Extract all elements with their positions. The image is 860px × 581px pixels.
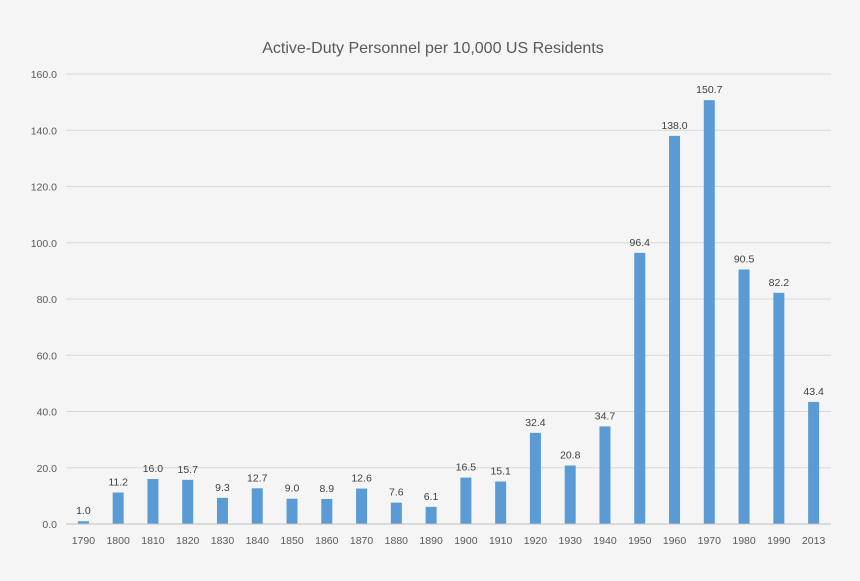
bar-1830	[216, 497, 228, 524]
y-tick-label: 80.0	[37, 294, 58, 306]
bar-1920	[529, 432, 541, 524]
bar-1850	[286, 498, 298, 524]
x-tick-label: 1810	[141, 535, 165, 547]
x-tick-label: 1800	[106, 535, 130, 547]
x-tick-label: 1790	[72, 535, 96, 547]
x-tick-label: 1940	[593, 535, 617, 547]
data-label: 34.7	[595, 410, 616, 422]
bar-1990	[773, 292, 785, 524]
x-tick-label: 1950	[628, 535, 652, 547]
bar-1880	[390, 502, 402, 524]
bar-1970	[703, 100, 715, 524]
x-tick-label: 1820	[176, 535, 200, 547]
data-label: 90.5	[734, 253, 755, 265]
bar-1900	[460, 477, 472, 524]
data-label: 8.9	[319, 483, 334, 495]
data-label: 15.7	[177, 464, 198, 476]
gridlines	[66, 73, 831, 469]
bar-2013	[808, 401, 820, 524]
bar-1860	[321, 498, 333, 524]
bars	[77, 100, 820, 524]
y-tick-label: 100.0	[31, 238, 57, 250]
data-label: 16.0	[143, 463, 164, 475]
bar-1960	[669, 135, 681, 524]
y-tick-label: 160.0	[31, 69, 57, 81]
data-label: 7.6	[389, 487, 404, 499]
x-tick-label: 1970	[698, 535, 722, 547]
data-label: 15.1	[490, 466, 511, 478]
x-tick-label: 1980	[732, 535, 756, 547]
data-label: 138.0	[661, 120, 687, 132]
y-tick-label: 20.0	[37, 463, 58, 475]
bar-1810	[147, 479, 159, 524]
y-tick-label: 120.0	[31, 182, 57, 194]
bar-1940	[599, 426, 611, 524]
data-label: 43.4	[803, 386, 824, 398]
chart-title: Active-Duty Personnel per 10,000 US Resi…	[262, 40, 604, 57]
data-label: 9.3	[215, 482, 230, 494]
data-label: 16.5	[456, 462, 477, 474]
x-tick-label: 1920	[524, 535, 548, 547]
x-tick-label: 1860	[315, 535, 339, 547]
data-label: 9.0	[285, 483, 300, 495]
bar-1870	[356, 488, 368, 524]
x-tick-label: 1930	[559, 535, 583, 547]
data-label: 32.4	[525, 417, 546, 429]
bar-1890	[425, 506, 437, 524]
data-label: 96.4	[630, 237, 651, 249]
data-label: 12.7	[247, 472, 268, 484]
bar-1790	[77, 521, 89, 524]
data-label: 82.2	[769, 277, 790, 289]
data-label: 11.2	[108, 477, 128, 489]
x-tick-label: 1880	[385, 535, 409, 547]
bar-1950	[634, 252, 646, 524]
y-tick-label: 40.0	[37, 407, 58, 419]
bar-1800	[112, 492, 124, 524]
x-tick-label: 1870	[350, 535, 374, 547]
x-tick-label: 1910	[489, 535, 513, 547]
bar-1910	[495, 481, 507, 524]
data-label: 20.8	[560, 450, 581, 462]
y-tick-label: 0.0	[42, 519, 57, 531]
y-axis-ticks: 0.0 20.0 40.0 60.0 80.0 100.0 120.0 140.0 160.0	[31, 69, 57, 531]
x-tick-label: 1990	[767, 535, 791, 547]
data-label: 150.7	[696, 84, 722, 96]
bar-1840	[251, 488, 263, 524]
x-tick-label: 2013	[802, 535, 826, 547]
data-label: 6.1	[424, 491, 439, 503]
y-tick-label: 140.0	[31, 125, 57, 137]
x-tick-label: 1850	[280, 535, 304, 547]
data-labels: 1.0 11.2 16.0 15.7 9.3 12.7 9.0 8.9 12.6 7.6 6.1 16…	[76, 84, 824, 517]
bar-1980	[738, 269, 750, 524]
x-axis-ticks: 1790 1800 1810 1820 1830 1840 1850 1860 1870 1880…	[72, 535, 826, 547]
bar-1820	[182, 479, 194, 524]
data-label: 1.0	[76, 505, 91, 517]
bar-1930	[564, 465, 576, 524]
x-tick-label: 1890	[419, 535, 443, 547]
x-tick-label: 1960	[663, 535, 687, 547]
x-tick-label: 1900	[454, 535, 478, 547]
x-tick-label: 1830	[211, 535, 235, 547]
x-tick-label: 1840	[246, 535, 270, 547]
y-tick-label: 60.0	[37, 350, 58, 362]
data-label: 12.6	[351, 473, 372, 485]
